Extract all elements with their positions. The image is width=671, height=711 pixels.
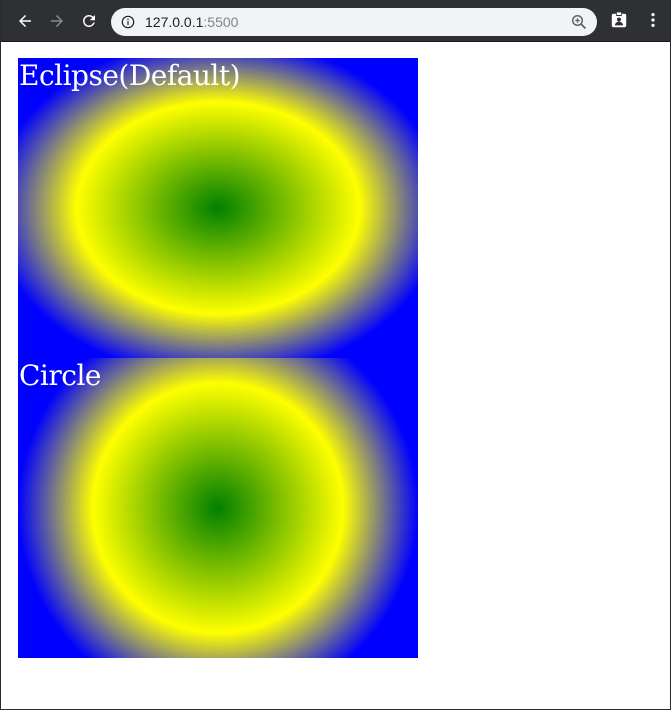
reload-icon [82,14,95,27]
forward-arrow-icon [51,15,63,27]
url-host: 127.0.0.1 [145,14,204,30]
url-text[interactable]: 127.0.0.1:5500 [145,14,238,30]
ellipse-label: Eclipse(Default) [19,59,241,92]
reload-button[interactable] [76,8,102,34]
page-content: Eclipse(Default) Circle [1,42,670,709]
browser-toolbar: 127.0.0.1:5500 [1,0,670,42]
menu-icon [651,12,655,28]
ellipse-gradient-box: Eclipse(Default) [18,58,418,358]
circle-label: Circle [19,359,101,392]
forward-button[interactable] [44,8,70,34]
profile-icon [611,11,627,28]
back-button[interactable] [12,8,38,34]
info-icon[interactable] [121,15,135,29]
circle-gradient-box: Circle [18,358,418,658]
profile-button[interactable] [609,10,629,30]
url-port: :5500 [203,14,239,30]
back-arrow-icon [19,15,31,27]
address-bar[interactable]: 127.0.0.1:5500 [111,8,597,36]
zoom-icon[interactable] [571,14,587,30]
menu-button[interactable] [643,10,663,30]
